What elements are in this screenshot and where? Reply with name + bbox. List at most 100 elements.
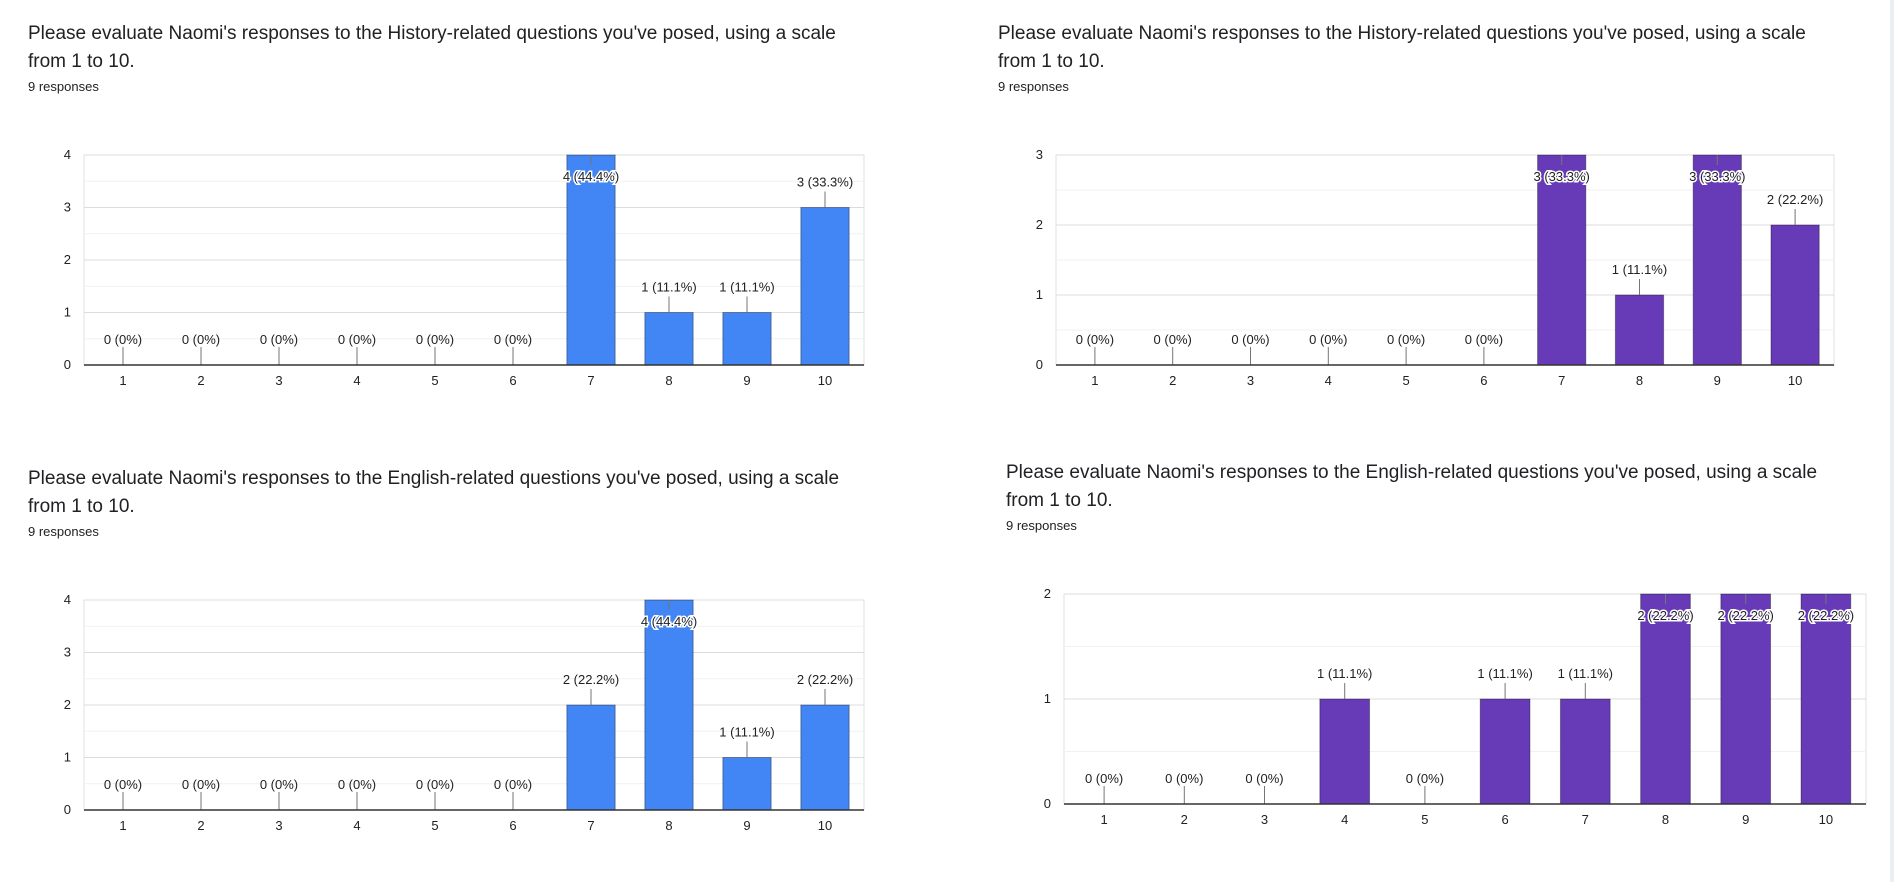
x-tick-label: 8 [1662, 812, 1669, 827]
data-label: 3 (33.3%) [1689, 169, 1745, 184]
x-tick-label: 6 [509, 373, 516, 388]
data-label: 4 (44.4%) [563, 169, 619, 184]
data-label: 3 (33.3%) [1534, 169, 1590, 184]
x-tick-label: 8 [665, 373, 672, 388]
question-card-english-2: Please evaluate Naomi's responses to the… [1006, 459, 1872, 827]
x-tick-label: 3 [1247, 373, 1254, 388]
y-tick-label: 0 [64, 802, 71, 817]
data-label: 0 (0%) [494, 332, 532, 347]
data-label: 0 (0%) [182, 332, 220, 347]
bar [644, 599, 694, 811]
x-tick-label: 10 [1819, 812, 1833, 827]
x-tick-label: 5 [431, 818, 438, 833]
x-tick-label: 4 [1341, 812, 1348, 827]
scrollbar-track[interactable] [1890, 0, 1894, 882]
bar [722, 757, 772, 811]
y-tick-label: 1 [1044, 691, 1051, 706]
question-title: Please evaluate Naomi's responses to the… [28, 23, 836, 72]
bar-chart-english-2: 0 1 2 0 (0%) 1 0 (0%) 2 0 (0%) 3 1 (11.1%) 4 0 (0%)… [1044, 586, 1867, 827]
y-tick-label: 3 [64, 645, 71, 660]
x-tick-label: 1 [1100, 812, 1107, 827]
y-tick-label: 0 [1036, 357, 1043, 372]
data-label: 0 (0%) [1165, 771, 1203, 786]
data-label: 0 (0%) [182, 777, 220, 792]
question-card-history-1: Please evaluate Naomi's responses to the… [28, 20, 868, 388]
x-tick-label: 7 [587, 373, 594, 388]
y-tick-label: 1 [64, 750, 71, 765]
data-label: 2 (22.2%) [1798, 608, 1854, 623]
data-label: 0 (0%) [494, 777, 532, 792]
x-tick-label: 10 [818, 373, 832, 388]
bar-chart-english-1: 0 1 2 3 4 0 (0%) 1 0 (0%) 2 0 (0%) 3 0 (0%) 4 0 (0%) 5… [64, 592, 865, 833]
bar [800, 207, 850, 366]
data-label: 1 (11.1%) [641, 280, 696, 295]
response-count: 9 responses [28, 79, 99, 94]
data-label: 0 (0%) [104, 777, 142, 792]
bar [1559, 698, 1611, 805]
data-label: 0 (0%) [104, 332, 142, 347]
bar [1692, 154, 1742, 366]
data-label: 0 (0%) [1231, 332, 1269, 347]
bar [1479, 698, 1531, 805]
x-tick-label: 1 [119, 818, 126, 833]
x-tick-label: 8 [665, 818, 672, 833]
x-tick-label: 2 [197, 373, 204, 388]
data-label: 0 (0%) [416, 332, 454, 347]
x-tick-label: 7 [1558, 373, 1565, 388]
data-label: 1 (11.1%) [1612, 262, 1667, 277]
question-card-english-1: Please evaluate Naomi's responses to the… [28, 465, 868, 833]
data-label: 1 (11.1%) [1558, 666, 1613, 681]
data-label: 0 (0%) [1387, 332, 1425, 347]
x-tick-label: 7 [587, 818, 594, 833]
bar [1800, 593, 1852, 805]
data-label: 2 (22.2%) [797, 672, 853, 687]
data-label: 0 (0%) [1085, 771, 1123, 786]
data-label: 0 (0%) [1154, 332, 1192, 347]
x-tick-label: 5 [1402, 373, 1409, 388]
x-tick-label: 4 [353, 373, 360, 388]
question-card-history-2: Please evaluate Naomi's responses to the… [998, 20, 1864, 388]
x-tick-label: 4 [1325, 373, 1332, 388]
data-label: 0 (0%) [338, 777, 376, 792]
y-tick-label: 0 [1044, 796, 1051, 811]
y-tick-label: 2 [1044, 586, 1051, 601]
y-tick-label: 3 [64, 200, 71, 215]
response-count: 9 responses [28, 524, 99, 539]
x-tick-label: 1 [1091, 373, 1098, 388]
data-label: 2 (22.2%) [1637, 608, 1693, 623]
x-tick-label: 10 [1788, 373, 1802, 388]
data-label: 0 (0%) [1465, 332, 1503, 347]
data-label: 4 (44.4%) [641, 614, 697, 629]
data-label: 0 (0%) [260, 777, 298, 792]
bar-chart-history-2: 0 1 2 3 0 (0%) 1 0 (0%) 2 0 (0%) 3 0 (0%) 4 0 (0%) 5 0… [1036, 147, 1835, 388]
data-label: 1 (11.1%) [1317, 666, 1372, 681]
x-tick-label: 10 [818, 818, 832, 833]
data-label: 0 (0%) [260, 332, 298, 347]
bar [722, 312, 772, 366]
bar [1720, 593, 1772, 805]
x-tick-label: 5 [1421, 812, 1428, 827]
y-tick-label: 0 [64, 357, 71, 372]
question-title: Please evaluate Naomi's responses to the… [1006, 462, 1818, 511]
bar [644, 312, 694, 366]
x-tick-label: 8 [1636, 373, 1643, 388]
question-title: Please evaluate Naomi's responses to the… [998, 23, 1806, 72]
data-label: 1 (11.1%) [1477, 666, 1532, 681]
bar [1770, 224, 1820, 366]
x-tick-label: 9 [743, 818, 750, 833]
data-label: 0 (0%) [338, 332, 376, 347]
x-tick-label: 9 [1714, 373, 1721, 388]
x-tick-label: 7 [1582, 812, 1589, 827]
data-label: 2 (22.2%) [1767, 192, 1823, 207]
x-tick-label: 9 [743, 373, 750, 388]
data-label: 1 (11.1%) [719, 725, 774, 740]
y-tick-label: 4 [64, 592, 71, 607]
bar [800, 704, 850, 811]
x-tick-label: 6 [1501, 812, 1508, 827]
x-tick-label: 5 [431, 373, 438, 388]
x-tick-label: 1 [119, 373, 126, 388]
y-tick-label: 1 [64, 305, 71, 320]
x-tick-label: 3 [1261, 812, 1268, 827]
x-tick-label: 2 [197, 818, 204, 833]
bar-chart-history-1: 0 1 2 3 4 0 (0%) 1 0 (0%) 2 0 (0%) 3 0 (0%) 4 0 (0%) 5… [64, 147, 865, 388]
